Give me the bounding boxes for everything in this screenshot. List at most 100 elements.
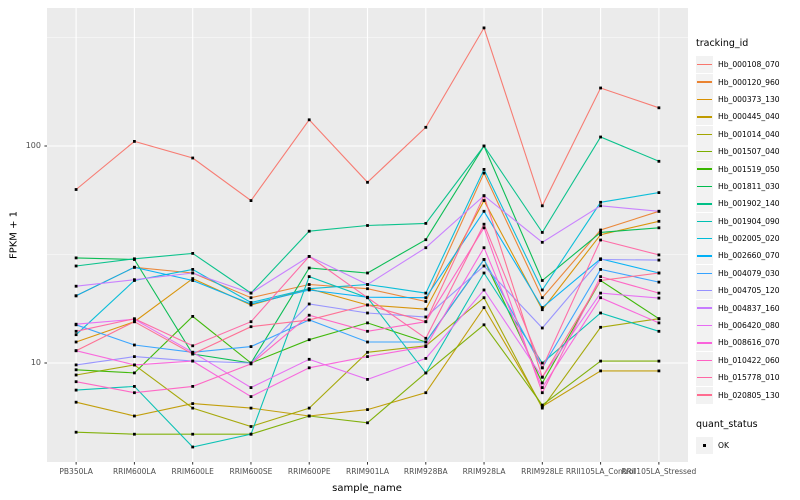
data-point	[133, 317, 136, 321]
data-point	[599, 258, 602, 261]
legend-label: Hb_001902_140	[718, 199, 780, 209]
data-point	[366, 350, 369, 354]
data-point	[191, 279, 195, 282]
legend-item-Hb_004079_030: Hb_004079_030	[696, 264, 800, 282]
data-point	[249, 199, 253, 202]
legend-key-line-icon	[696, 351, 713, 369]
data-point	[540, 381, 544, 385]
data-point	[74, 430, 78, 434]
data-point	[307, 255, 311, 258]
legend-key-color-line	[697, 133, 712, 135]
black-square-point-icon	[696, 437, 713, 454]
data-point	[133, 355, 136, 358]
data-point	[540, 288, 544, 292]
data-point	[307, 118, 311, 122]
data-point	[482, 26, 486, 30]
data-point	[74, 284, 78, 288]
data-point	[74, 400, 78, 404]
data-point	[657, 219, 661, 223]
legend-key-line-icon	[696, 177, 713, 195]
data-point	[424, 340, 428, 344]
data-point	[307, 406, 311, 410]
data-point	[366, 311, 369, 315]
data-point	[249, 345, 253, 348]
data-point	[191, 402, 195, 405]
data-point	[540, 231, 544, 234]
data-point	[74, 322, 78, 326]
data-point	[599, 204, 602, 208]
data-point	[307, 357, 311, 361]
legend-key-line-icon	[696, 195, 713, 213]
legend-quant-items: OK	[696, 437, 800, 454]
legend-item-Hb_006420_080: Hb_006420_080	[696, 317, 800, 335]
data-point	[540, 375, 544, 379]
data-point	[307, 338, 311, 342]
data-point	[657, 280, 661, 284]
legend-item-Hb_000373_130: Hb_000373_130	[696, 90, 800, 108]
legend-label: Hb_002005_020	[718, 234, 780, 244]
data-point	[249, 302, 253, 306]
data-point	[424, 320, 428, 324]
legend-item-Hb_001904_090: Hb_001904_090	[696, 212, 800, 230]
legend-label: Hb_001519_050	[718, 164, 780, 174]
legend-item-Hb_001902_140: Hb_001902_140	[696, 195, 800, 213]
data-point	[482, 209, 486, 213]
legend-label: Hb_000373_130	[718, 94, 780, 104]
data-point	[249, 325, 253, 329]
data-point	[540, 204, 544, 208]
legend-item-Hb_000108_070: Hb_000108_070	[696, 56, 800, 74]
data-point	[74, 264, 78, 268]
legend-key-line-icon	[696, 264, 713, 282]
legend-key-line-icon	[696, 56, 713, 74]
legend-key-line-icon	[696, 90, 713, 108]
data-point	[657, 296, 661, 300]
legend-key-color-line	[697, 290, 712, 292]
x-tick-label-RRII105LA_Control: RRII105LA_Control	[565, 467, 636, 476]
data-point	[599, 359, 602, 363]
legend-key-color-line	[697, 98, 712, 101]
legend-item-Hb_002005_020: Hb_002005_020	[696, 230, 800, 248]
data-point	[307, 288, 311, 292]
data-point	[249, 425, 253, 428]
data-point	[540, 366, 544, 370]
legend-item-Hb_001519_050: Hb_001519_050	[696, 160, 800, 178]
data-point	[307, 414, 311, 418]
data-point	[191, 252, 195, 255]
legend-label: Hb_020805_130	[718, 390, 780, 400]
data-point	[133, 140, 136, 143]
data-point	[482, 323, 486, 327]
data-point	[366, 329, 369, 333]
data-point	[191, 271, 195, 275]
data-point	[191, 315, 195, 318]
legend-title-quant-status: quant_status	[696, 418, 758, 430]
data-point	[366, 408, 369, 411]
data-point	[249, 406, 253, 410]
data-point	[424, 125, 428, 129]
data-point	[307, 283, 311, 286]
data-point	[599, 296, 602, 300]
legend-items: Hb_000108_070 Hb_000120_960 Hb_000373_130 H…	[696, 56, 800, 404]
data-point	[191, 432, 195, 436]
data-point	[599, 275, 602, 278]
data-point	[540, 403, 544, 407]
data-point	[599, 233, 602, 237]
data-point	[191, 268, 195, 271]
data-point	[133, 257, 136, 261]
legend-label: Hb_004079_030	[718, 268, 780, 278]
data-point	[74, 349, 78, 353]
legend-item-Hb_000445_040: Hb_000445_040	[696, 108, 800, 126]
legend-item-Hb_002660_070: Hb_002660_070	[696, 247, 800, 265]
legend-item-Hb_001507_040: Hb_001507_040	[696, 143, 800, 161]
data-point	[191, 277, 195, 280]
data-point	[133, 343, 136, 347]
data-point	[366, 283, 369, 286]
x-tick-label-RRII105LA_Stressed: RRII105LA_Stressed	[621, 467, 697, 476]
data-point	[133, 371, 136, 375]
data-point	[424, 246, 428, 250]
data-point	[366, 355, 369, 358]
legend-item-Hb_010422_060: Hb_010422_060	[696, 351, 800, 369]
data-point	[599, 279, 602, 282]
legend-label: Hb_002660_070	[718, 251, 780, 261]
legend-title-tracking-id: tracking_id	[696, 38, 749, 49]
y-tick-label-10: 10	[30, 358, 41, 367]
